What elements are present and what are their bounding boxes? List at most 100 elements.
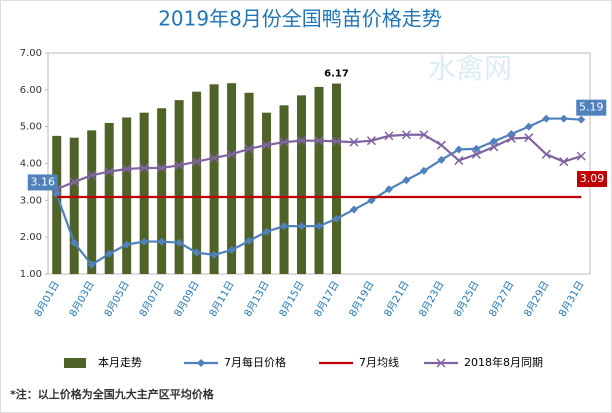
data-label: 6.17 [324,69,349,80]
point [104,167,114,177]
point [471,149,481,159]
y-tick-label: 1.00 [20,269,42,280]
point [402,176,411,185]
data-label: 5.19 [579,101,604,114]
point [296,136,307,146]
point [175,238,184,247]
point [139,163,149,173]
point [227,246,236,255]
y-tick-label: 6.00 [20,85,42,96]
point [69,177,79,187]
point [122,164,132,174]
bar [87,130,97,274]
bar [209,84,219,274]
point [349,137,359,147]
point [419,166,428,175]
point [559,114,568,123]
point [87,260,96,269]
point [454,156,464,166]
point [489,137,498,146]
point [366,136,376,146]
point [541,149,551,159]
point [122,240,131,249]
point [349,205,358,214]
data-label-box [27,174,58,191]
bar [279,105,289,274]
point [454,145,463,154]
point [577,115,586,124]
bar [297,95,307,274]
legend-swatch [64,358,86,368]
point [331,136,342,146]
bar [227,83,237,274]
point [245,236,254,245]
point [70,238,79,247]
point [192,157,202,167]
data-label: 3.09 [580,172,605,185]
bar [314,86,324,275]
data-label: 3.16 [30,175,55,188]
point [437,155,446,164]
point [401,130,411,140]
y-tick-label: 2.00 [20,232,42,243]
y-tick-label: 3.00 [20,195,42,206]
bar [262,112,272,274]
point [262,140,272,150]
point [436,140,446,150]
point [542,114,551,123]
point [419,130,429,140]
bar [157,108,167,274]
point [105,249,114,258]
point [244,144,254,154]
data-label-box [577,171,607,188]
point [280,222,289,231]
data-label-box [576,99,607,116]
point [157,237,166,246]
legend-label: 7月均线 [359,355,399,369]
legend-label: 7月每日价格 [224,355,286,369]
y-tick-label: 5.00 [20,122,42,133]
bar [122,117,132,274]
point [279,137,289,147]
watermark: 水禽网 [428,52,512,85]
point [384,185,393,194]
y-tick-label: 7.00 [20,48,42,59]
bar [104,122,114,274]
point [157,163,167,173]
point [174,160,184,170]
point [576,151,586,161]
point [332,214,341,223]
point [297,222,306,231]
point [384,131,394,141]
point [367,196,376,205]
point [559,157,569,167]
point [314,136,324,146]
bar [139,112,149,274]
point [262,227,271,236]
legend-label: 2018年8月同期 [464,355,543,369]
point [315,222,323,231]
bar [69,137,79,274]
point [209,153,219,163]
point [192,248,201,257]
point [524,133,534,143]
point [227,149,237,159]
point [436,358,446,368]
point [489,142,499,152]
bar [331,83,341,275]
point [197,359,205,367]
chart-title: 2019年8月份全国鸭苗价格走势 [158,7,442,31]
bar [52,135,62,274]
bar [174,100,184,274]
bar [244,92,254,274]
point [524,122,533,131]
y-tick-label: 4.00 [20,159,42,170]
point [472,144,481,153]
footnote: *注：以上价格为全国九大主产区平均价格 [10,387,215,401]
point [87,170,97,180]
legend-label: 本月走势 [98,355,142,369]
point [140,237,149,246]
point [506,133,516,143]
bar [192,91,202,274]
